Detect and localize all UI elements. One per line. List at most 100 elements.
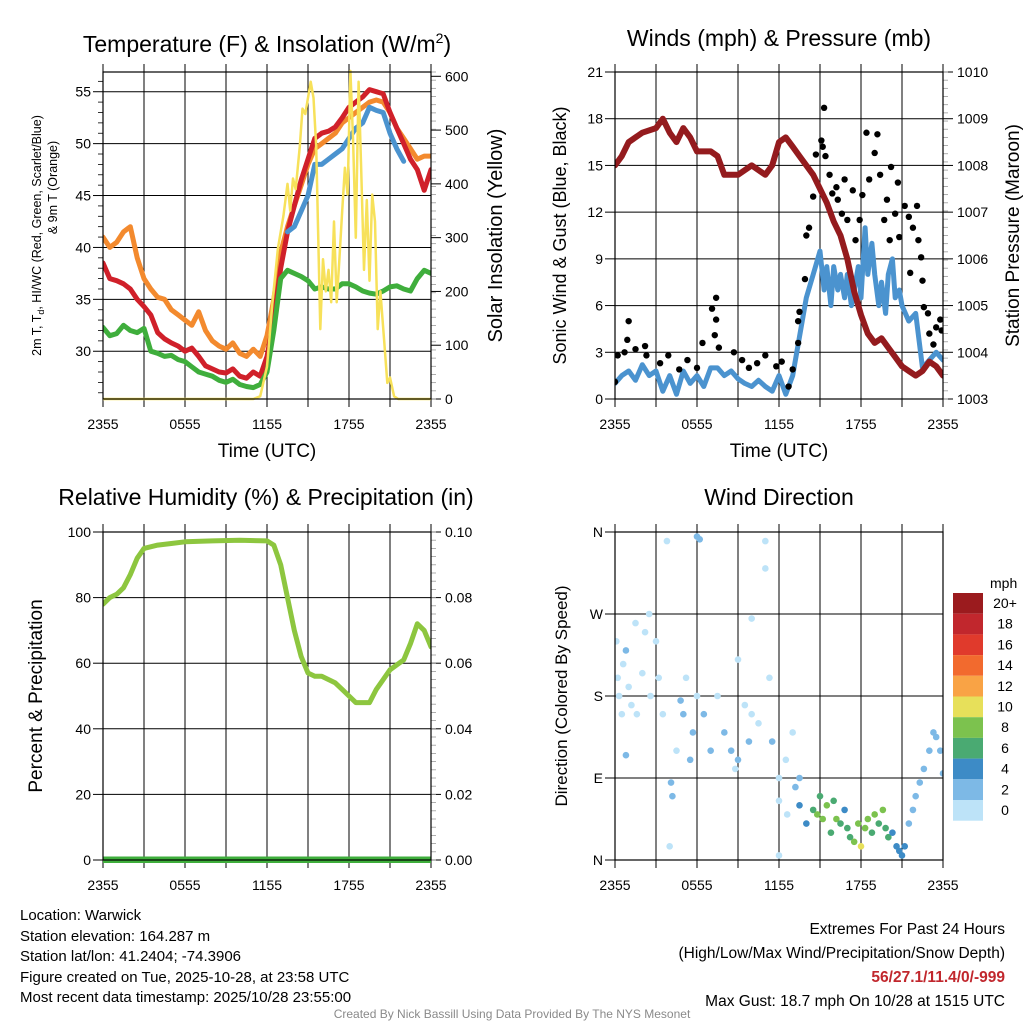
wind-direction-point (857, 843, 865, 850)
x-tick-label: 1155 (764, 877, 794, 893)
wind-direction-point (926, 747, 933, 754)
wind-direction-point (792, 783, 799, 791)
y-tick-label: 40 (75, 239, 91, 255)
gust-point (838, 210, 846, 217)
speed-legend: mph 20+ 18 16 14 12 10 8 6 4 2 0 (953, 575, 1017, 821)
gust-point (859, 191, 866, 199)
legend-label: 2 (1001, 781, 1009, 797)
wind-direction-point (748, 710, 755, 718)
gust-point (907, 269, 914, 277)
legend-swatch (953, 758, 983, 780)
wind-direction-point (850, 838, 858, 846)
y-tick-label: 3 (595, 344, 603, 360)
wind-direction-point (830, 797, 837, 805)
gust-point (796, 308, 803, 315)
x-tick-label: 2355 (927, 877, 958, 893)
x-tick-label: 2355 (415, 877, 446, 893)
extremes-info: Extremes For Past 24 Hours (High/Low/Max… (679, 918, 1006, 1014)
wind-direction-point (775, 852, 783, 859)
gust-point (789, 366, 796, 373)
gust-point (826, 171, 833, 178)
y-tick-label: E (594, 770, 603, 786)
gust-point (905, 213, 913, 221)
location-text: Location: Warwick (20, 907, 142, 924)
wind-direction-point (854, 820, 862, 827)
y-tick-label: 55 (75, 84, 91, 100)
wind-direction-point (652, 638, 660, 645)
wind-direction-point (682, 674, 690, 682)
wind-direction-point (916, 779, 924, 786)
x-tick-label: 0555 (169, 416, 200, 432)
gust-point (913, 202, 921, 210)
wind-direction-point (615, 692, 623, 700)
gust-point (641, 342, 649, 350)
wind-direction-point (618, 710, 626, 718)
gust-point (625, 317, 632, 325)
wind-direction-point (789, 729, 796, 736)
wind-direction-point (898, 852, 906, 859)
extremes-title: Extremes For Past 24 Hours (809, 921, 1005, 938)
gust-point (711, 331, 718, 339)
wind-direction-point (841, 806, 848, 814)
wind-chart: Winds (mph) & Pressure (mb) 0 3 6 9 12 15 18 21 1… (550, 25, 1024, 462)
wind-direction-point (734, 756, 742, 764)
y-tick-label: 40 (75, 721, 91, 737)
legend-swatch (953, 717, 983, 738)
wind-direction-point (622, 647, 630, 654)
gust-point (938, 327, 943, 334)
wind-direction-point (901, 843, 909, 850)
y2-tick-label: 500 (445, 122, 469, 138)
wind-direction-point (861, 824, 869, 832)
dir-chart: Wind Direction N E S W N 2355 0555 1155 1755 2355 D… (552, 484, 1017, 893)
wind-direction-point (885, 833, 892, 841)
y2-tick-label: 1010 (957, 64, 988, 80)
wind-direction-point (782, 756, 790, 764)
x-tick-label: 2355 (599, 416, 630, 432)
legend-label: 14 (997, 657, 1013, 673)
wind-direction-point (755, 720, 762, 727)
wind-direction-point (633, 710, 641, 718)
wind-direction-point (748, 615, 755, 622)
y-tick-label: 0 (595, 391, 603, 407)
y-tick-label: 12 (587, 204, 603, 220)
gust-point (876, 171, 884, 178)
rh-chart: Relative Humidity (%) & Precipitation (i… (26, 484, 474, 893)
y-tick-label: 20 (75, 786, 91, 802)
wind-direction-point (846, 833, 854, 841)
wind-direction-point (619, 660, 627, 668)
y2-tick-label: 1006 (957, 251, 988, 267)
gust-point (886, 236, 893, 244)
wind-direction-point (639, 669, 646, 677)
gust-point (818, 137, 825, 144)
x-tick-label: 2355 (87, 877, 118, 893)
y-tick-label: 45 (75, 188, 91, 204)
gust-point (805, 224, 813, 231)
wind-direction-point (882, 824, 889, 832)
wind-direction-point (768, 738, 776, 745)
y2-tick-label: 1003 (957, 391, 988, 407)
latlon-text: Station lat/lon: 41.2404; -74.3906 (20, 948, 242, 965)
y2-tick-label: 0.08 (445, 590, 472, 606)
y2-tick-label: 0.06 (445, 655, 472, 671)
wind-direction-point (707, 747, 714, 754)
gust-point (812, 151, 820, 158)
y-tick-label: N (593, 852, 603, 868)
wind-direction-point (686, 756, 694, 764)
gust-point (887, 163, 895, 171)
wind-direction-point (844, 824, 851, 832)
y-tick-label: 0 (83, 852, 91, 868)
wind-direction-point (775, 797, 783, 805)
y-axis-label: Sonic Wind & Gust (Blue, Black) (550, 106, 570, 364)
legend-label: 8 (1001, 719, 1009, 735)
x-tick-label: 1755 (333, 877, 364, 893)
wind-direction-point (823, 802, 831, 809)
wind-direction-point (628, 701, 635, 709)
y2-tick-label: 0 (445, 391, 453, 407)
legend-title: mph (990, 575, 1017, 591)
recent-timestamp-text: Most recent data timestamp: 2025/10/28 2… (20, 989, 352, 1006)
gust-point (708, 305, 716, 312)
wind-direction-point (879, 806, 887, 814)
gust-point (794, 339, 802, 347)
wind-direction-point (721, 729, 728, 736)
wind-direction-point (827, 829, 835, 836)
